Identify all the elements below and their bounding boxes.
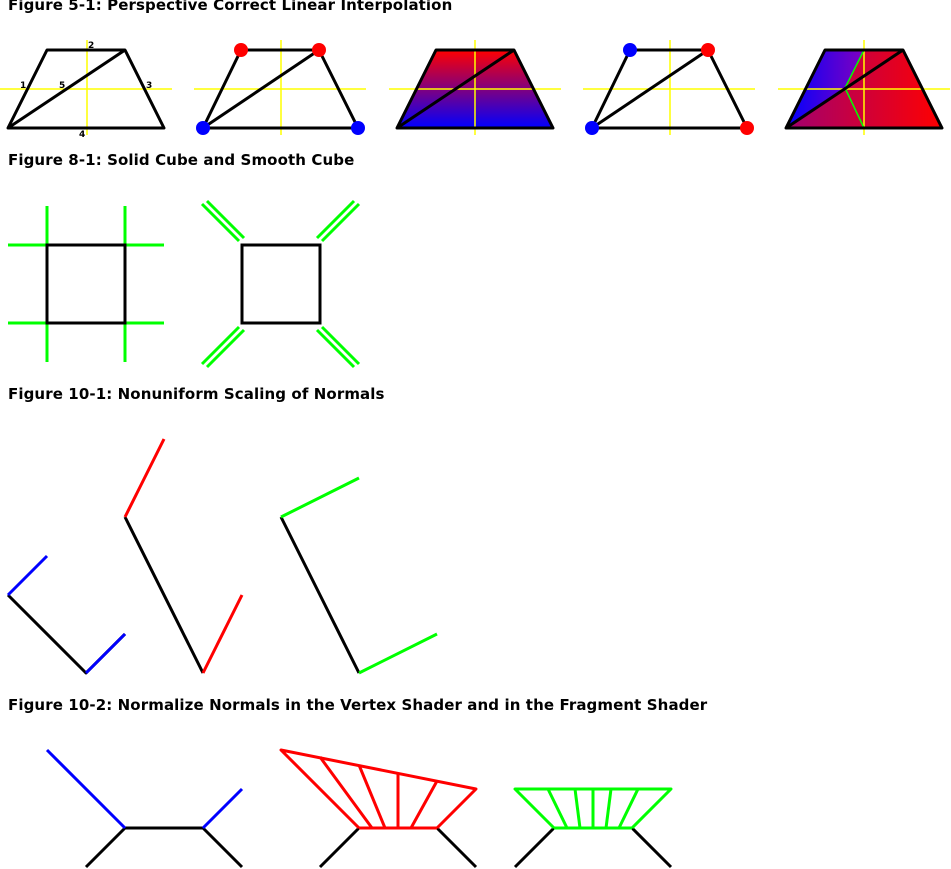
red-vertex-dot xyxy=(740,121,754,135)
trapezoid-outline xyxy=(6,48,166,130)
interpolated-green-normal xyxy=(617,788,640,829)
edge-label-4: 4 xyxy=(79,130,85,140)
fig5-1-panel-5-horizontal-gradient xyxy=(778,40,950,135)
surface-line xyxy=(279,516,361,674)
interpolated-red-normal xyxy=(409,780,439,829)
figure-5-1-title: Figure 5-1: Perspective Correct Linear I… xyxy=(8,0,453,14)
fig10-1-scaled-wrong-normals xyxy=(123,438,244,674)
interpolated-red-normal xyxy=(357,764,387,829)
edge-label-1: 1 xyxy=(20,81,26,91)
triangle-diagonal xyxy=(7,48,126,130)
blue-normal xyxy=(6,554,49,597)
red-vertex-dot xyxy=(312,43,326,57)
interpolated-red-normal xyxy=(318,756,374,829)
surface-line xyxy=(6,593,127,675)
trapezoid-outline xyxy=(784,48,944,130)
diagonal-label-5: 5 xyxy=(59,81,65,91)
edge-label-2: 2 xyxy=(88,41,94,51)
surface-line xyxy=(513,826,673,869)
triangle-diagonal xyxy=(785,48,904,130)
interpolated-green-normal xyxy=(604,788,613,829)
vertex-normal xyxy=(315,328,356,369)
cube-square xyxy=(45,243,127,325)
triangle-diagonal xyxy=(202,48,320,130)
red-vertex-dot xyxy=(701,43,715,57)
blue-vertex-dot xyxy=(196,121,210,135)
green-normal xyxy=(358,632,438,675)
surface-line xyxy=(84,826,244,869)
fig10-2-vertex-normals xyxy=(45,748,244,869)
vertex-normal xyxy=(320,325,361,366)
figure-10-2-title: Figure 10-2: Normalize Normals in the Ve… xyxy=(8,696,708,714)
interpolated-green-normal xyxy=(546,788,569,829)
blue-normal xyxy=(45,748,127,830)
fig10-2-fragment-shader-normalized xyxy=(513,787,673,869)
vertex-normal xyxy=(315,199,356,240)
cube-square xyxy=(240,243,322,325)
interpolated-green-normal xyxy=(573,788,582,829)
fig5-1-panel-2-vertex-colors xyxy=(194,40,366,135)
triangle-diagonal xyxy=(396,48,515,130)
red-normal-envelope xyxy=(279,748,478,830)
blue-normal xyxy=(84,632,127,675)
fig10-1-scaled-correct-normals xyxy=(279,476,438,675)
blue-vertex-dot xyxy=(623,43,637,57)
triangle-diagonal xyxy=(591,48,709,130)
vertex-normal xyxy=(200,202,241,243)
figure-10-1-title: Figure 10-1: Nonuniform Scaling of Norma… xyxy=(8,385,385,403)
surface-line xyxy=(318,826,478,869)
fig10-1-original-shape xyxy=(6,554,127,675)
fig8-1-smooth-cube xyxy=(200,199,361,369)
fig8-1-solid-cube xyxy=(8,206,164,362)
fig5-1-panel-3-vertical-gradient xyxy=(389,40,561,135)
vertex-normal xyxy=(205,328,246,369)
surface-line xyxy=(123,516,205,674)
blue-normal xyxy=(201,787,244,830)
fig10-2-vertex-shader-normalized xyxy=(279,748,478,869)
fig5-1-panel-4-vertex-colors xyxy=(583,40,755,135)
vertex-normal xyxy=(205,199,246,240)
red-normal xyxy=(201,594,244,674)
vertex-normal xyxy=(200,325,241,366)
green-normal xyxy=(280,476,360,519)
red-vertex-dot xyxy=(234,43,248,57)
red-normal xyxy=(123,438,166,518)
edge-label-3: 3 xyxy=(146,81,152,91)
fig5-1-panel-1-labeled-trapezoid: 1 2 3 4 5 xyxy=(0,40,172,140)
trapezoid-outline xyxy=(395,48,555,130)
blue-vertex-dot xyxy=(351,121,365,135)
figure-8-1-title: Figure 8-1: Solid Cube and Smooth Cube xyxy=(8,151,355,169)
vertex-normal xyxy=(320,202,361,243)
blue-vertex-dot xyxy=(585,121,599,135)
